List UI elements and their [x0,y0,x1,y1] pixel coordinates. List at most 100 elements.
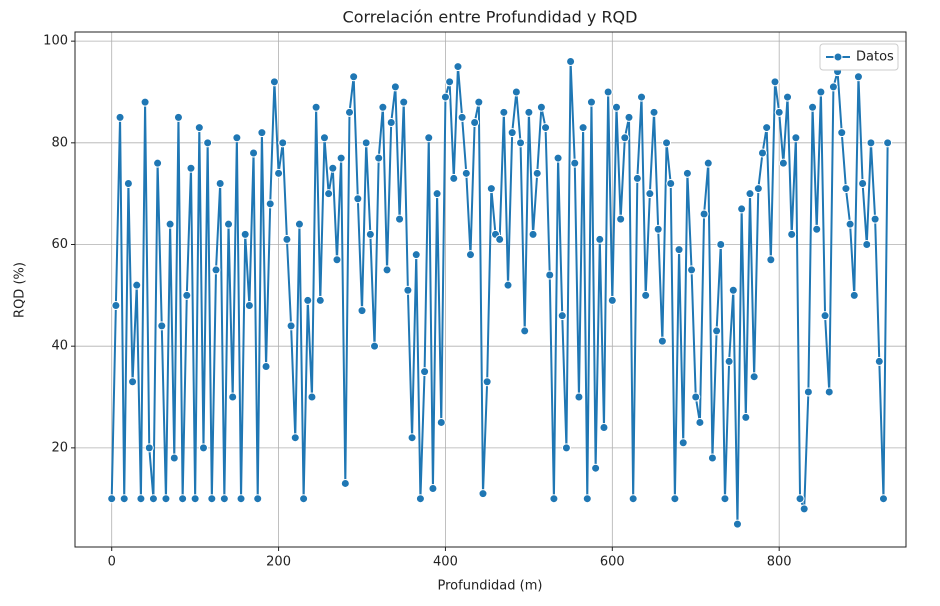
point-marker [403,285,413,295]
point-marker [123,179,133,189]
point-marker [420,367,430,377]
point-marker [586,97,596,107]
point-marker [611,102,621,112]
point-marker [136,494,146,504]
point-marker [240,229,250,239]
point-marker [390,82,400,92]
point-marker [244,301,254,311]
x-tick-label: 0 [108,555,116,570]
point-marker [232,133,242,143]
point-marker [148,494,158,504]
point-marker [182,290,192,300]
point-marker [132,280,142,290]
point-marker [574,392,584,402]
point-marker [453,62,463,72]
point-marker [841,184,851,194]
point-marker [687,265,697,275]
point-marker [198,443,208,453]
point-marker [353,194,363,204]
point-marker [382,265,392,275]
point-marker [632,173,642,183]
point-marker [799,504,809,514]
point-marker [637,92,647,102]
point-marker [269,77,279,87]
point-marker [557,311,567,321]
point-marker [766,255,776,265]
point-marker [315,295,325,305]
point-marker [516,138,526,148]
point-marker [465,250,475,260]
point-marker [203,138,213,148]
point-marker [541,123,551,133]
point-marker [336,153,346,163]
point-marker [507,128,517,138]
point-marker [115,112,125,122]
point-marker [753,184,763,194]
point-marker [478,489,488,499]
point-marker [845,219,855,229]
point-marker [474,97,484,107]
point-marker [545,270,555,280]
point-marker [470,117,480,127]
point-marker [411,250,421,260]
point-marker [649,107,659,117]
point-marker [428,484,438,494]
point-marker [595,234,605,244]
point-marker [724,356,734,366]
point-marker [808,102,818,112]
point-marker [745,189,755,199]
point-marker [691,392,701,402]
point-marker [445,77,455,87]
legend-box [819,43,899,71]
point-marker [878,494,888,504]
point-marker [211,265,221,275]
point-marker [374,153,384,163]
legend-marker [833,52,843,62]
point-marker [699,209,709,219]
point-marker [795,494,805,504]
point-marker [107,494,117,504]
point-marker [386,117,396,127]
point-marker [820,311,830,321]
point-marker [503,280,513,290]
point-marker [883,138,893,148]
point-marker [357,306,367,316]
point-marker [257,128,267,138]
point-marker [370,341,380,351]
point-marker [153,158,163,168]
point-marker [695,417,705,427]
point-marker [791,133,801,143]
point-marker [140,97,150,107]
point-marker [570,158,580,168]
point-marker [787,229,797,239]
point-marker [862,240,872,250]
y-tick-label: 80 [51,135,68,150]
point-marker [449,173,459,183]
point-marker [194,123,204,133]
point-marker [169,453,179,463]
point-marker [190,494,200,504]
y-tick-label: 100 [43,34,68,49]
y-axis-label: RQD (%) [13,262,28,318]
point-marker [645,189,655,199]
point-marker [824,387,834,397]
legend-label: Datos [856,50,894,65]
point-marker [219,494,229,504]
point-marker [553,153,563,163]
point-marker [803,387,813,397]
point-marker [528,229,538,239]
point-marker [128,377,138,387]
point-marker [757,148,767,158]
point-marker [395,214,405,224]
point-marker [332,255,342,265]
point-marker [228,392,238,402]
x-tick-label: 800 [767,555,792,570]
point-marker [849,290,859,300]
point-marker [290,433,300,443]
point-marker [657,336,667,346]
point-marker [670,494,680,504]
point-marker [424,133,434,143]
point-marker [866,138,876,148]
point-marker [712,326,722,336]
point-marker [495,234,505,244]
